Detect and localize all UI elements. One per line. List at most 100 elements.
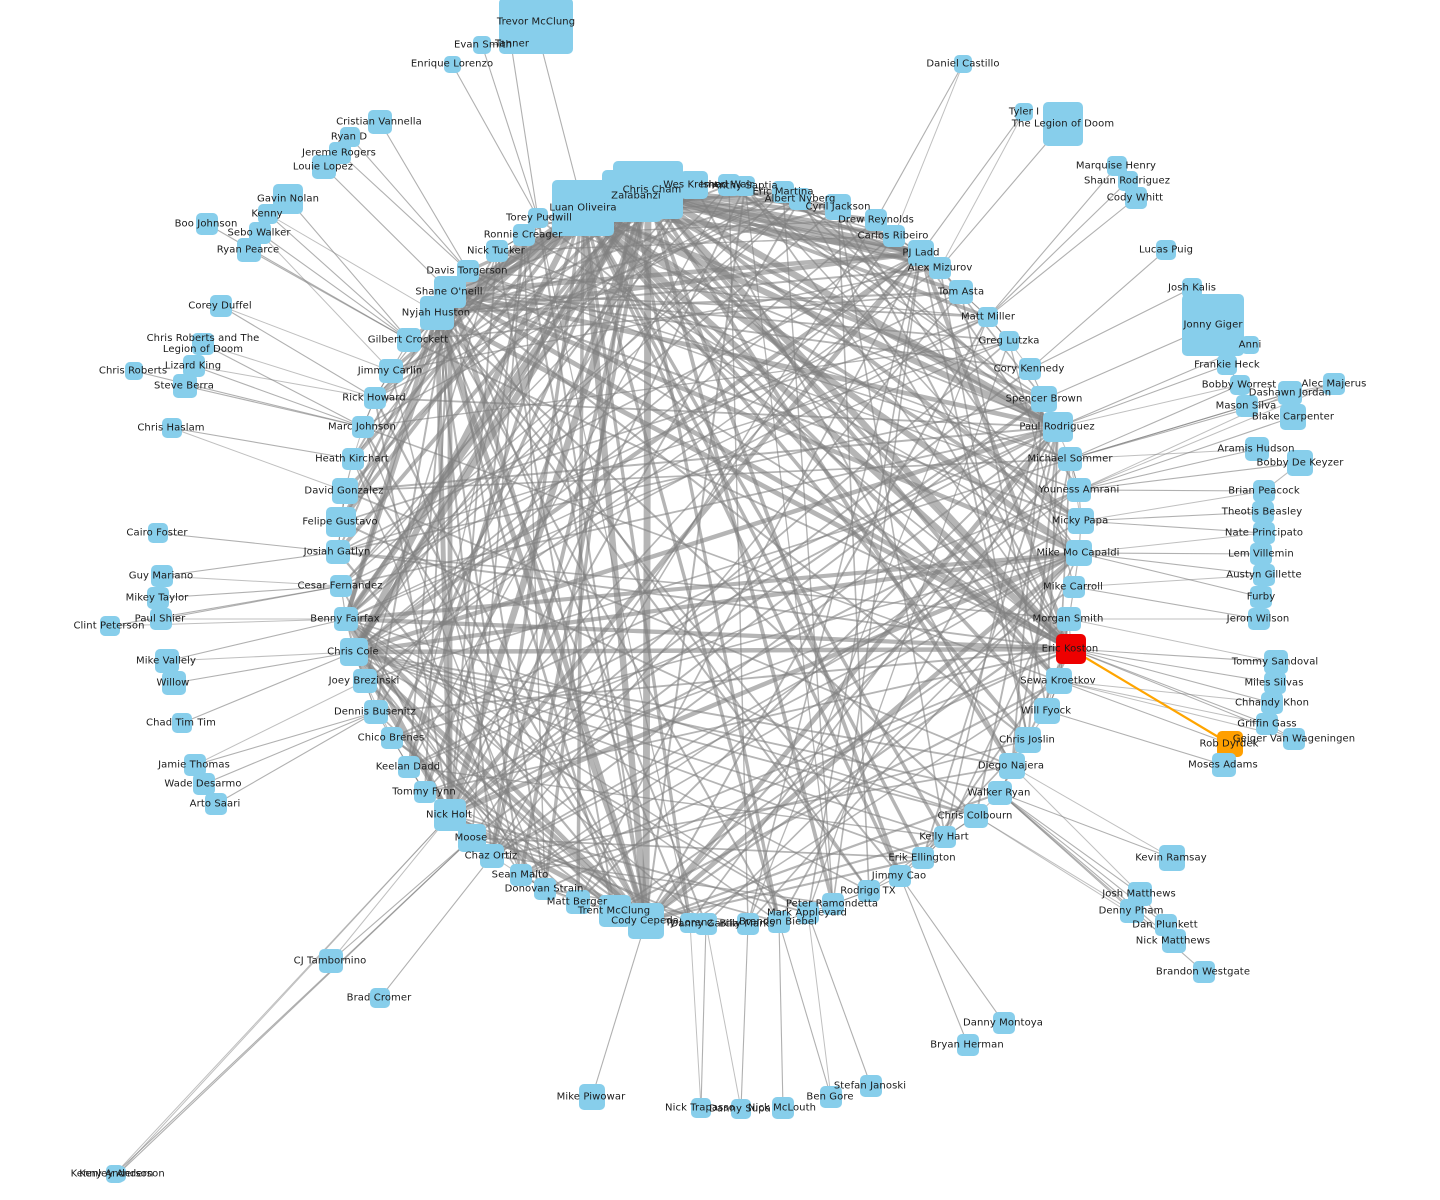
graph-node-cyril-jackson[interactable]: [825, 194, 851, 220]
graph-node-matt-miller[interactable]: [978, 307, 998, 327]
graph-node-danny-supa[interactable]: [731, 1099, 751, 1119]
graph-node-lizard-king[interactable]: [183, 355, 205, 377]
graph-node-clint-peterson[interactable]: [100, 616, 120, 636]
graph-node-tommy-sandoval[interactable]: [1264, 650, 1288, 674]
graph-node-ben-gore[interactable]: [820, 1086, 842, 1108]
graph-node-geiger-van-wageningen[interactable]: [1283, 728, 1305, 750]
graph-node-evan-smith[interactable]: [473, 36, 491, 54]
graph-node-brandon-westgate[interactable]: [1193, 961, 1215, 983]
graph-node-ronnie-creager[interactable]: [513, 224, 535, 246]
graph-node-ishod-wair[interactable]: [718, 174, 740, 196]
graph-node-austyn-gillette[interactable]: [1253, 564, 1275, 586]
graph-node-alex-mizurov[interactable]: [929, 257, 951, 279]
graph-node-chad-tim-tim[interactable]: [172, 713, 192, 733]
graph-node-gavin-nolan[interactable]: [273, 184, 303, 214]
graph-node-brandon-biebel[interactable]: [768, 911, 790, 933]
graph-node-will-fyock[interactable]: [1034, 698, 1060, 724]
graph-node-spencer-brown[interactable]: [1031, 386, 1057, 412]
graph-node-tom-asta[interactable]: [949, 280, 973, 304]
graph-node-wes-kremer[interactable]: [680, 171, 708, 199]
graph-node-shaun-rodriguez[interactable]: [1118, 171, 1138, 191]
graph-node-nick-matthews[interactable]: [1162, 929, 1186, 953]
graph-node-jonny-giger[interactable]: [1182, 294, 1244, 356]
graph-node-torey-pudwill[interactable]: [528, 208, 548, 228]
graph-node-micky-papa[interactable]: [1068, 508, 1094, 534]
graph-node-josh-kalis[interactable]: [1182, 278, 1202, 298]
graph-node-cody-whitt[interactable]: [1125, 187, 1147, 209]
graph-node-carlos-ribeiro[interactable]: [883, 225, 905, 247]
graph-node-sean-malto[interactable]: [510, 864, 532, 886]
graph-node-tanner[interactable]: [501, 34, 521, 54]
graph-node-cristian-vannella[interactable]: [368, 110, 392, 134]
graph-node-mikey-taylor[interactable]: [147, 587, 169, 609]
graph-node-ryan-pearce[interactable]: [237, 238, 261, 262]
graph-node-billy-marks[interactable]: [737, 913, 759, 935]
graph-node-jeron-wilson[interactable]: [1248, 608, 1270, 630]
graph-node-bryan-herman[interactable]: [957, 1034, 979, 1056]
graph-node-mike-carroll[interactable]: [1063, 576, 1085, 598]
graph-node-michael-sommer[interactable]: [1058, 447, 1082, 471]
graph-node-chris-haslam[interactable]: [162, 418, 182, 438]
graph-node-louie-lopez[interactable]: [312, 155, 336, 179]
graph-node-walker-ryan[interactable]: [988, 781, 1012, 805]
graph-node-brian-peacock[interactable]: [1253, 480, 1275, 502]
graph-node-mike-piwowar[interactable]: [579, 1084, 605, 1110]
graph-node-enrique-lorenzo[interactable]: [443, 55, 461, 73]
graph-node-dashawn-jordan[interactable]: [1278, 381, 1302, 405]
graph-node-morgan-smith[interactable]: [1057, 607, 1081, 631]
graph-node-cody-cepeda[interactable]: [628, 903, 664, 939]
graph-node-mark-appleyard[interactable]: [797, 902, 819, 924]
graph-node-gilbert-crockett[interactable]: [397, 328, 421, 352]
graph-node-tommy-fynn[interactable]: [414, 781, 436, 803]
graph-node-heath-kirchart[interactable]: [342, 448, 364, 470]
graph-node-jimmy-carlin[interactable]: [379, 359, 403, 383]
graph-node-mike-mo-capaldi[interactable]: [1066, 540, 1092, 566]
graph-node-sewa-kroetkov[interactable]: [1046, 668, 1072, 694]
graph-node-josiah-gatlyn[interactable]: [326, 540, 350, 564]
graph-node-mike-vallely[interactable]: [155, 649, 179, 673]
graph-node-chris-cole[interactable]: [340, 638, 368, 666]
graph-node-chris-roberts[interactable]: [125, 362, 143, 380]
graph-node-jimmy-cao[interactable]: [889, 865, 911, 887]
graph-node-greg-lutzka[interactable]: [999, 331, 1019, 351]
graph-node-nick-mclouth[interactable]: [772, 1097, 794, 1119]
graph-node-cairo-foster[interactable]: [148, 523, 168, 543]
graph-node-denny-pham[interactable]: [1120, 899, 1144, 923]
graph-node-chris-colbourn[interactable]: [964, 804, 988, 828]
graph-node-chris-roberts-and-the-legion-of-doom[interactable]: [192, 333, 214, 355]
graph-node-keelan-dadd[interactable]: [398, 756, 420, 778]
graph-node-frankie-heck[interactable]: [1217, 355, 1237, 375]
graph-node-kelly-hart[interactable]: [934, 826, 956, 848]
graph-node-rick-howard[interactable]: [364, 387, 386, 409]
graph-node-mason-silva[interactable]: [1236, 395, 1258, 417]
graph-node-danny-garcia[interactable]: [695, 913, 717, 935]
graph-node-boo-johnson[interactable]: [196, 213, 218, 235]
graph-node-stefan-janoski[interactable]: [860, 1075, 882, 1097]
graph-node-chhandy-khon[interactable]: [1261, 692, 1283, 714]
graph-node-miles-silvas[interactable]: [1264, 672, 1286, 694]
graph-node-lem-villemin[interactable]: [1250, 543, 1272, 565]
graph-node-rodrigo-tx[interactable]: [858, 880, 880, 902]
graph-node-anni[interactable]: [1241, 336, 1259, 354]
graph-node-peter-ramondetta[interactable]: [822, 893, 844, 915]
graph-node-donovan-strain[interactable]: [534, 878, 556, 900]
graph-node-chaz-ortiz[interactable]: [480, 844, 504, 868]
graph-node-benny-fairfax[interactable]: [334, 607, 358, 631]
graph-node-bobby-worrest[interactable]: [1230, 375, 1250, 395]
graph-node-alec-majerus[interactable]: [1323, 373, 1345, 395]
graph-node-drew-reynolds[interactable]: [865, 209, 887, 231]
graph-node-jamie-thomas[interactable]: [184, 754, 206, 776]
graph-node-griffin-gass[interactable]: [1256, 713, 1278, 735]
graph-node-felipe-gustavo[interactable]: [326, 507, 356, 537]
graph-node-theotis-beasley[interactable]: [1252, 501, 1274, 523]
graph-node-erik-ellington[interactable]: [912, 847, 934, 869]
graph-node-cory-kennedy[interactable]: [1019, 358, 1041, 380]
graph-node-bobby-de-keyzer[interactable]: [1287, 450, 1313, 476]
graph-node-nick-trapasso[interactable]: [691, 1098, 711, 1118]
graph-node-corey-duffel[interactable]: [210, 295, 232, 317]
graph-node-nate-principato[interactable]: [1253, 522, 1275, 544]
graph-node-dennis-busenitz[interactable]: [364, 700, 388, 724]
graph-node-ty-lorenz[interactable]: [680, 913, 700, 933]
graph-node-eric-koston[interactable]: [1056, 634, 1086, 664]
